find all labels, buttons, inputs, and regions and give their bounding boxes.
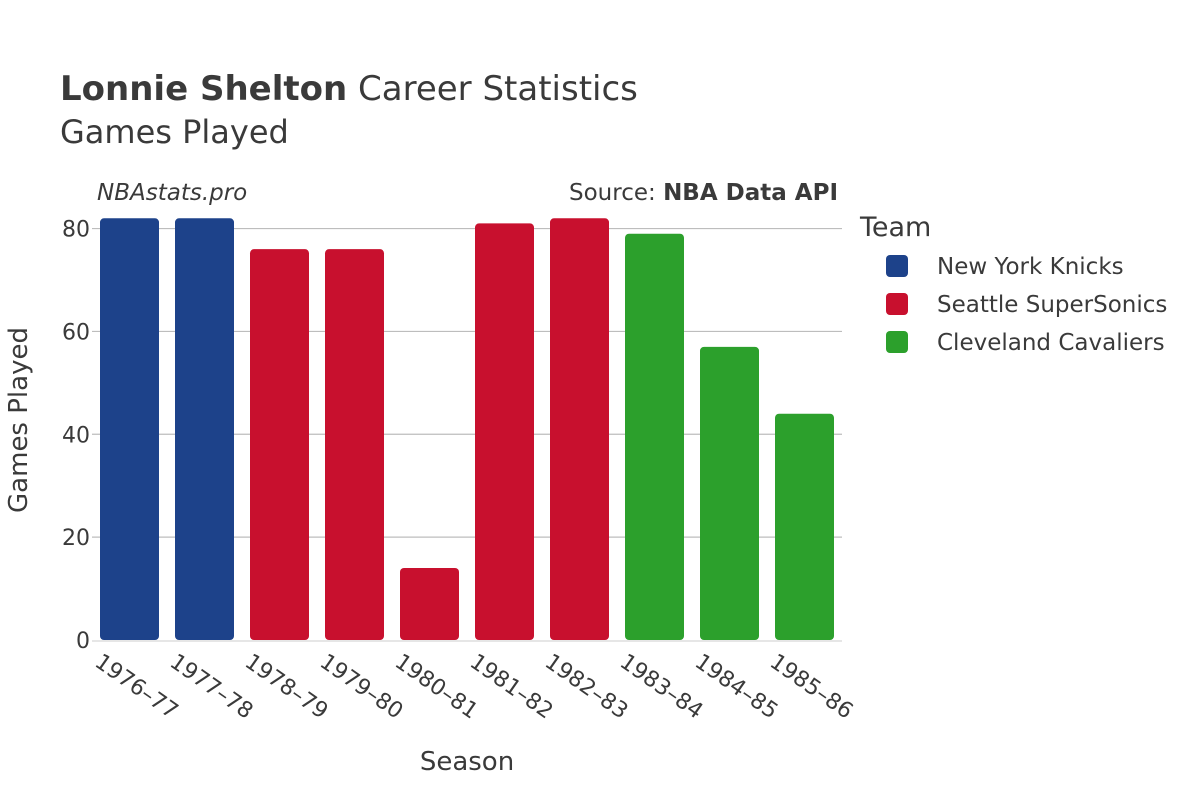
- legend-item-label: Seattle SuperSonics: [937, 292, 1167, 318]
- y-tick-label: 80: [62, 218, 90, 243]
- y-tick-label: 60: [62, 320, 90, 345]
- x-tick-label: 1984–85: [690, 649, 782, 724]
- bar-1978–79[interactable]: [250, 249, 309, 640]
- x-tick-label: 1980–81: [390, 649, 482, 724]
- x-tick-label: 1982–83: [540, 649, 632, 724]
- y-axis-ticks: 0 20 40 60 80: [62, 218, 90, 654]
- legend: New York Knicks Seattle SuperSonics Clevel…: [886, 254, 1167, 356]
- source-name: NBA Data API: [663, 180, 838, 206]
- source-credit: Source: NBA Data API: [569, 180, 838, 206]
- legend-item-label: New York Knicks: [937, 254, 1124, 280]
- y-axis-title: Games Played: [4, 327, 34, 513]
- x-tick-label: 1985–86: [765, 649, 857, 724]
- chart-title-rest: Career Statistics: [347, 69, 638, 109]
- x-tick-label: 1976–77: [90, 649, 182, 724]
- legend-swatch: [886, 293, 908, 315]
- x-axis-title: Season: [420, 747, 514, 777]
- x-tick-label: 1981–82: [465, 649, 557, 724]
- legend-title: Team: [859, 212, 931, 243]
- x-axis-ticks: 1976–771977–781978–791979–801980–811981–…: [90, 649, 857, 724]
- chart-subtitle: Games Played: [60, 113, 289, 151]
- watermark: NBAstats.pro: [97, 180, 247, 206]
- bar-1981–82[interactable]: [475, 223, 534, 640]
- y-tick-label: 40: [62, 423, 90, 448]
- x-tick-label: 1979–80: [315, 649, 407, 724]
- bar-1983–84[interactable]: [625, 233, 684, 640]
- y-tick-label: 20: [62, 526, 90, 551]
- bar-1980–81[interactable]: [400, 568, 459, 640]
- legend-item-label: Cleveland Cavaliers: [937, 330, 1165, 356]
- x-tick-label: 1983–84: [615, 649, 707, 724]
- y-tick-label: 0: [76, 629, 90, 654]
- bar-1979–80[interactable]: [325, 249, 384, 640]
- legend-swatch: [886, 331, 908, 353]
- bar-1982–83[interactable]: [550, 218, 609, 641]
- source-prefix: Source:: [569, 180, 663, 206]
- x-tick-label: 1977–78: [165, 649, 257, 724]
- bars: [100, 218, 834, 641]
- legend-swatch: [886, 255, 908, 277]
- bar-1976–77[interactable]: [100, 218, 159, 641]
- chart-title: Lonnie Shelton Career Statistics: [60, 69, 638, 109]
- x-tick-label: 1978–79: [240, 649, 332, 724]
- chart-title-player: Lonnie Shelton: [60, 69, 347, 109]
- bar-1984–85[interactable]: [700, 346, 759, 640]
- bar-1985–86[interactable]: [775, 413, 834, 640]
- bar-1977–78[interactable]: [175, 218, 234, 641]
